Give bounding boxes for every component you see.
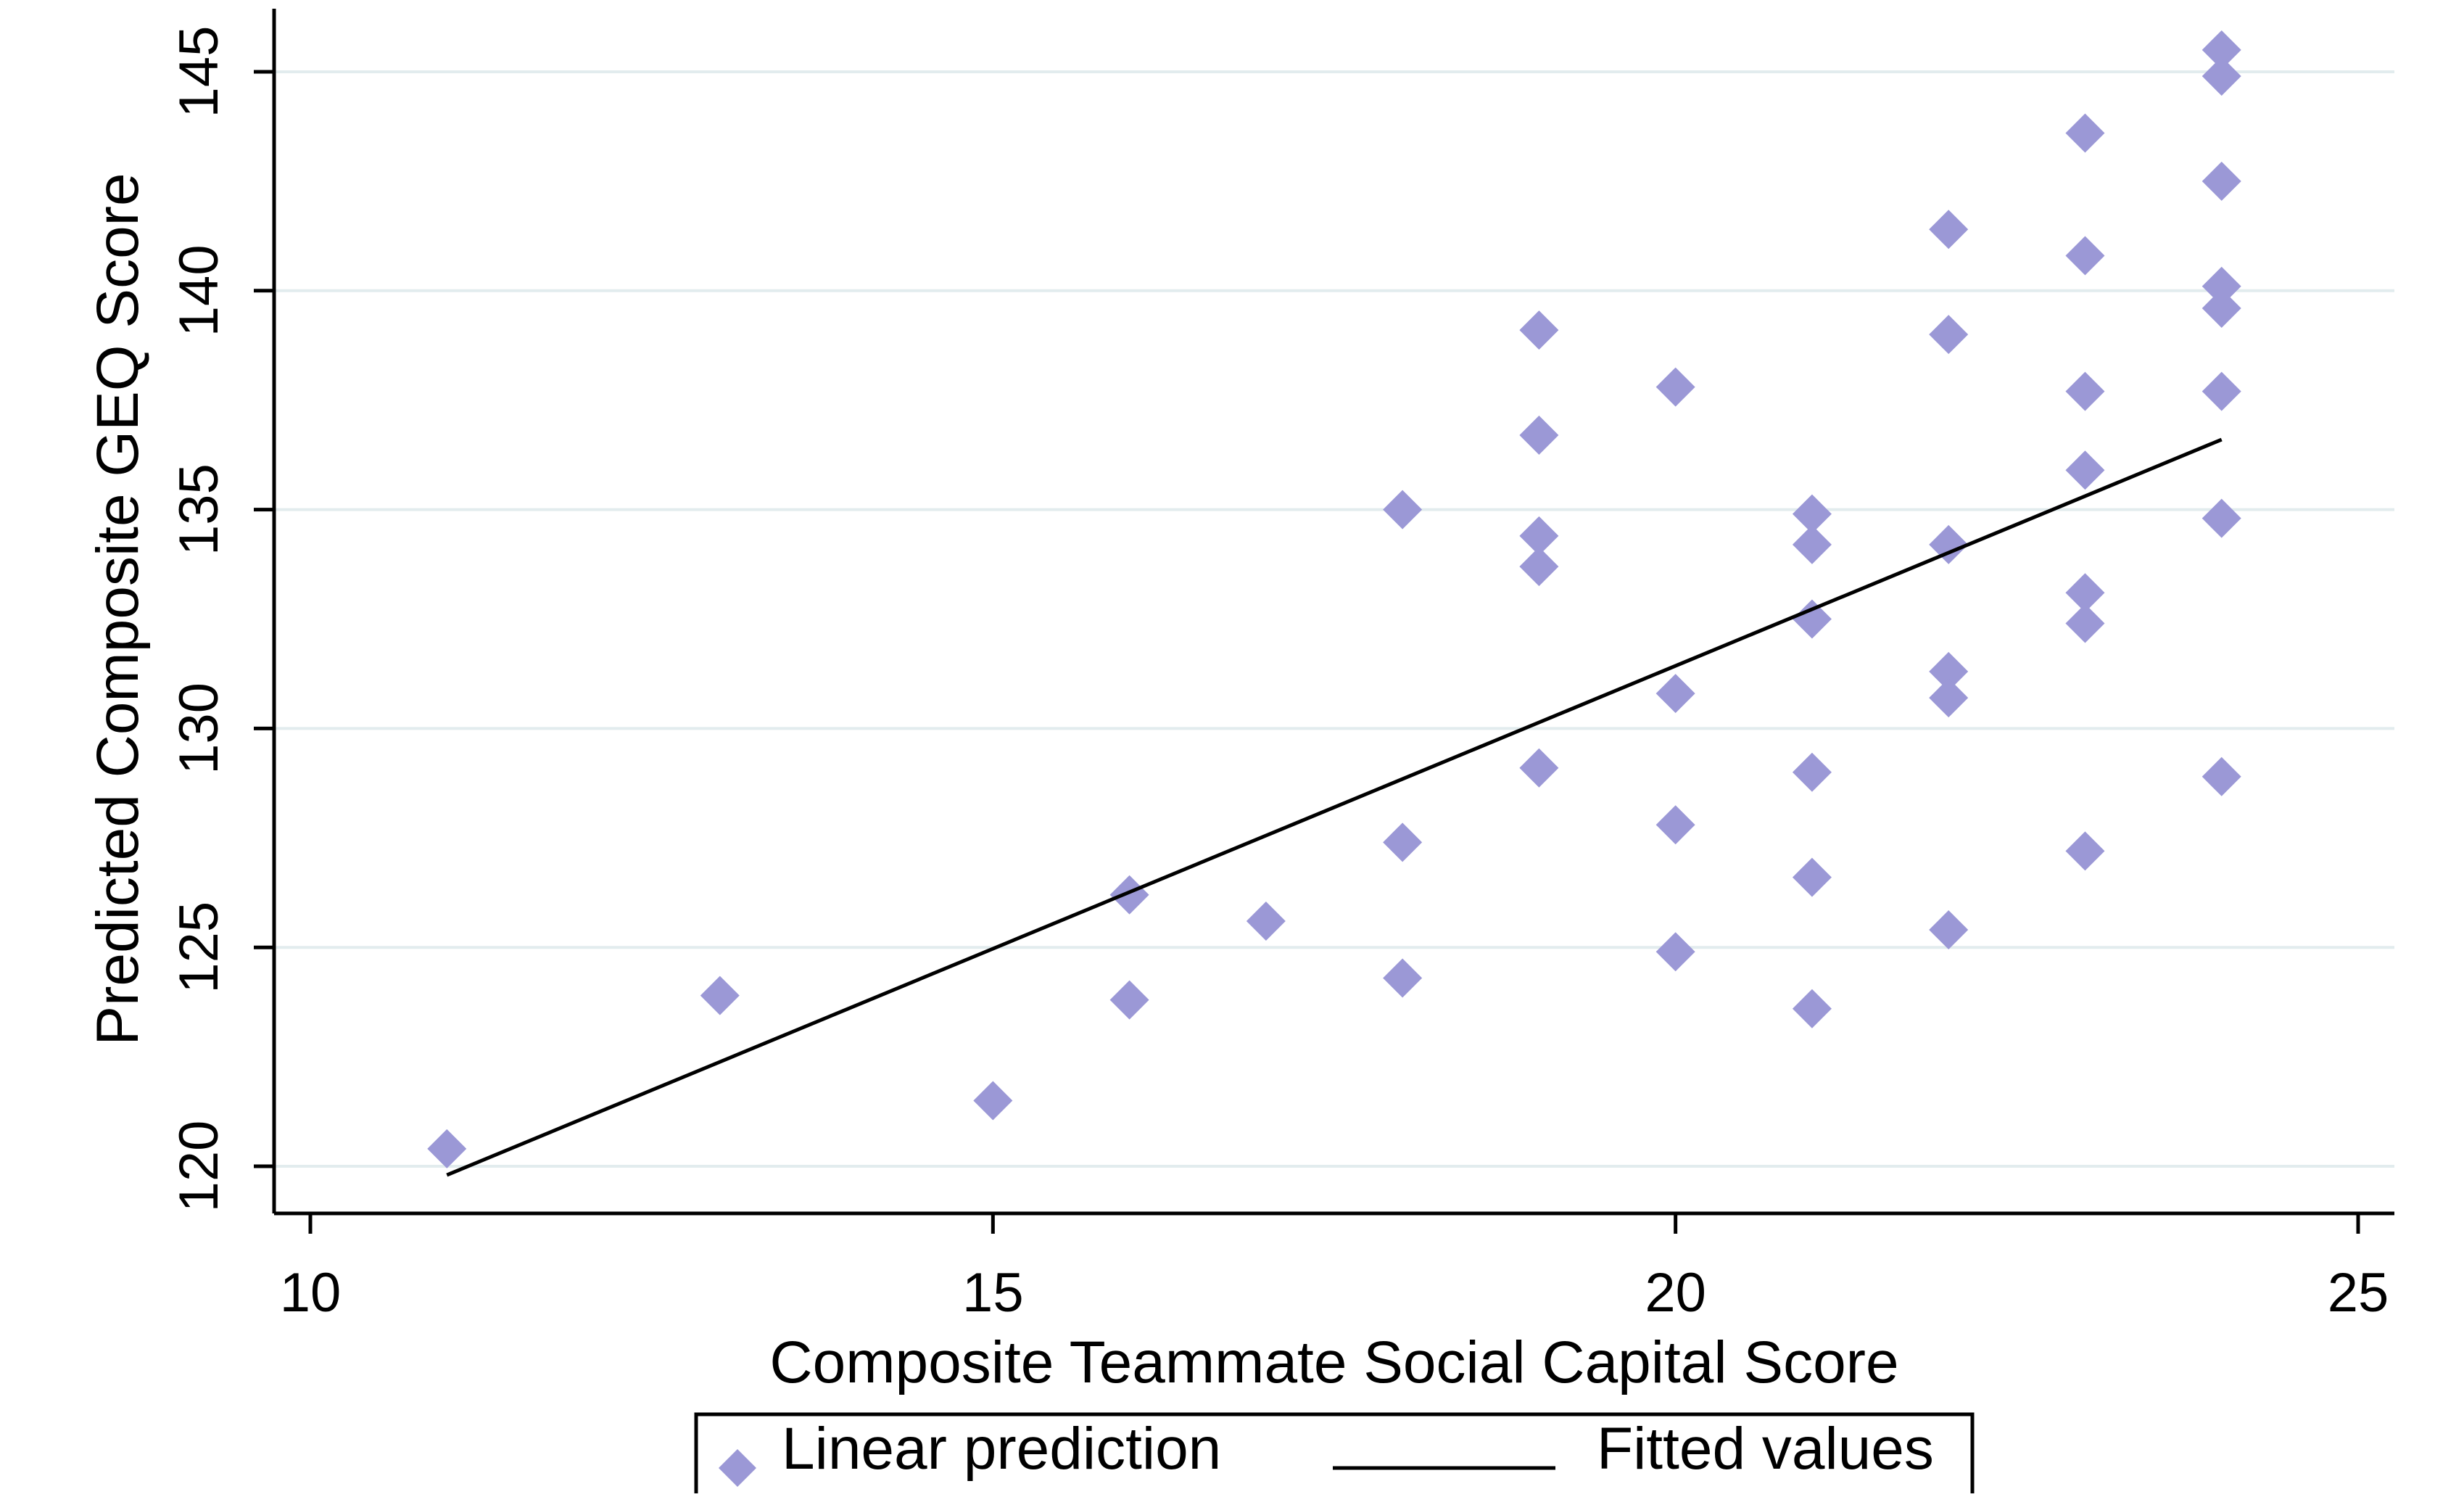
data-point: [1519, 310, 1559, 350]
y-tick-label-120: 120: [168, 1121, 230, 1213]
data-point: [1109, 875, 1149, 915]
data-point: [1519, 748, 1559, 788]
data-point: [1519, 547, 1559, 587]
data-point: [1792, 494, 1832, 534]
data-point: [1929, 678, 1969, 718]
legend-marker-diamond: [719, 1449, 756, 1487]
gridlines: [274, 70, 2394, 1168]
data-point: [2065, 603, 2105, 643]
data-point: [427, 1129, 467, 1168]
legend: Linear prediction Fitted values: [694, 1412, 1975, 1497]
data-point: [1383, 958, 1423, 998]
legend-box: [694, 1412, 1975, 1497]
data-point: [1792, 752, 1832, 792]
data-point: [1792, 857, 1832, 897]
data-point: [700, 976, 740, 1015]
x-tick-label-20: 20: [1645, 1262, 1706, 1324]
data-point: [2065, 831, 2105, 871]
x-tick-label-15: 15: [962, 1262, 1024, 1324]
axis-labels: Composite Teammate Social Capital Score …: [85, 173, 1899, 1395]
y-tick-label-130: 130: [168, 682, 230, 775]
data-point: [2202, 498, 2241, 538]
data-point: [1519, 415, 1559, 455]
data-point: [1929, 210, 1969, 249]
legend-label-fitted-values: Fitted values: [1597, 1416, 1934, 1482]
data-point: [2202, 161, 2241, 201]
data-point: [1246, 901, 1286, 941]
data-point: [2202, 756, 2241, 796]
data-point: [1929, 524, 1969, 564]
data-point: [1655, 367, 1695, 407]
data-point: [2202, 57, 2241, 96]
data-point: [2065, 371, 2105, 411]
y-tick-label-135: 135: [168, 463, 230, 556]
x-tick-label-10: 10: [280, 1262, 342, 1324]
data-point: [1383, 490, 1423, 529]
data-point: [1655, 805, 1695, 845]
data-point: [1655, 674, 1695, 714]
data-point: [2202, 266, 2241, 306]
data-layer: [427, 30, 2241, 1177]
data-point: [1655, 932, 1695, 972]
data-point: [2065, 113, 2105, 153]
data-point: [1929, 315, 1969, 355]
data-point: [2202, 30, 2241, 70]
x-tick-label-25: 25: [2328, 1262, 2389, 1324]
data-point: [973, 1081, 1013, 1121]
y-tick-label-140: 140: [168, 244, 230, 337]
data-point: [1929, 651, 1969, 691]
data-point: [2065, 236, 2105, 276]
data-point: [2202, 371, 2241, 411]
y-tick-label-145: 145: [168, 26, 230, 118]
legend-label-linear-prediction: Linear prediction: [782, 1416, 1221, 1482]
fitted-values-line: [446, 437, 2223, 1177]
data-point: [1792, 524, 1832, 564]
data-point: [1519, 516, 1559, 556]
data-point: [1792, 599, 1832, 639]
data-point: [1383, 822, 1423, 862]
data-point: [2202, 288, 2241, 328]
y-axis-title: Predicted Composite GEQ Score: [85, 173, 151, 1045]
data-point: [1109, 980, 1149, 1020]
y-tick-label-125: 125: [168, 902, 230, 994]
data-point: [1792, 989, 1832, 1028]
data-point: [1929, 910, 1969, 950]
data-point: [2065, 573, 2105, 613]
x-axis-title: Composite Teammate Social Capital Score: [769, 1329, 1898, 1395]
data-point: [2065, 450, 2105, 490]
axes: 120 125 130 135 140 145 10 15 20 25: [168, 9, 2394, 1324]
